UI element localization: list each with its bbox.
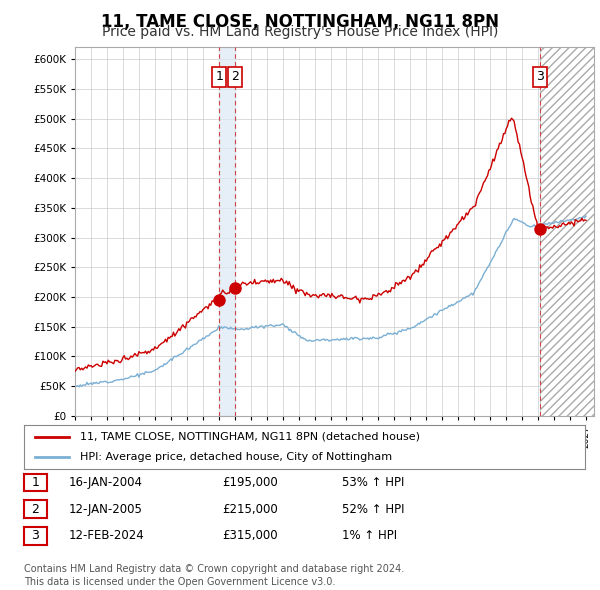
Text: 1% ↑ HPI: 1% ↑ HPI <box>342 529 397 542</box>
Bar <box>540 47 594 416</box>
Text: 16-JAN-2004: 16-JAN-2004 <box>69 476 143 489</box>
Text: 11, TAME CLOSE, NOTTINGHAM, NG11 8PN: 11, TAME CLOSE, NOTTINGHAM, NG11 8PN <box>101 13 499 31</box>
Text: 1: 1 <box>215 70 223 83</box>
Text: 53% ↑ HPI: 53% ↑ HPI <box>342 476 404 489</box>
Text: 11, TAME CLOSE, NOTTINGHAM, NG11 8PN (detached house): 11, TAME CLOSE, NOTTINGHAM, NG11 8PN (de… <box>80 432 420 442</box>
Text: 3: 3 <box>536 70 544 83</box>
Text: 1: 1 <box>31 476 40 489</box>
Text: 2: 2 <box>232 70 239 83</box>
Text: £315,000: £315,000 <box>222 529 278 542</box>
Text: HPI: Average price, detached house, City of Nottingham: HPI: Average price, detached house, City… <box>80 452 392 462</box>
Text: 12-FEB-2024: 12-FEB-2024 <box>69 529 145 542</box>
Bar <box>220 47 235 416</box>
Text: 3: 3 <box>31 529 40 542</box>
Text: £215,000: £215,000 <box>222 503 278 516</box>
Text: 52% ↑ HPI: 52% ↑ HPI <box>342 503 404 516</box>
Text: 12-JAN-2005: 12-JAN-2005 <box>69 503 143 516</box>
Text: Contains HM Land Registry data © Crown copyright and database right 2024.
This d: Contains HM Land Registry data © Crown c… <box>24 564 404 587</box>
Text: £195,000: £195,000 <box>222 476 278 489</box>
Text: 2: 2 <box>31 503 40 516</box>
Text: Price paid vs. HM Land Registry's House Price Index (HPI): Price paid vs. HM Land Registry's House … <box>102 25 498 39</box>
